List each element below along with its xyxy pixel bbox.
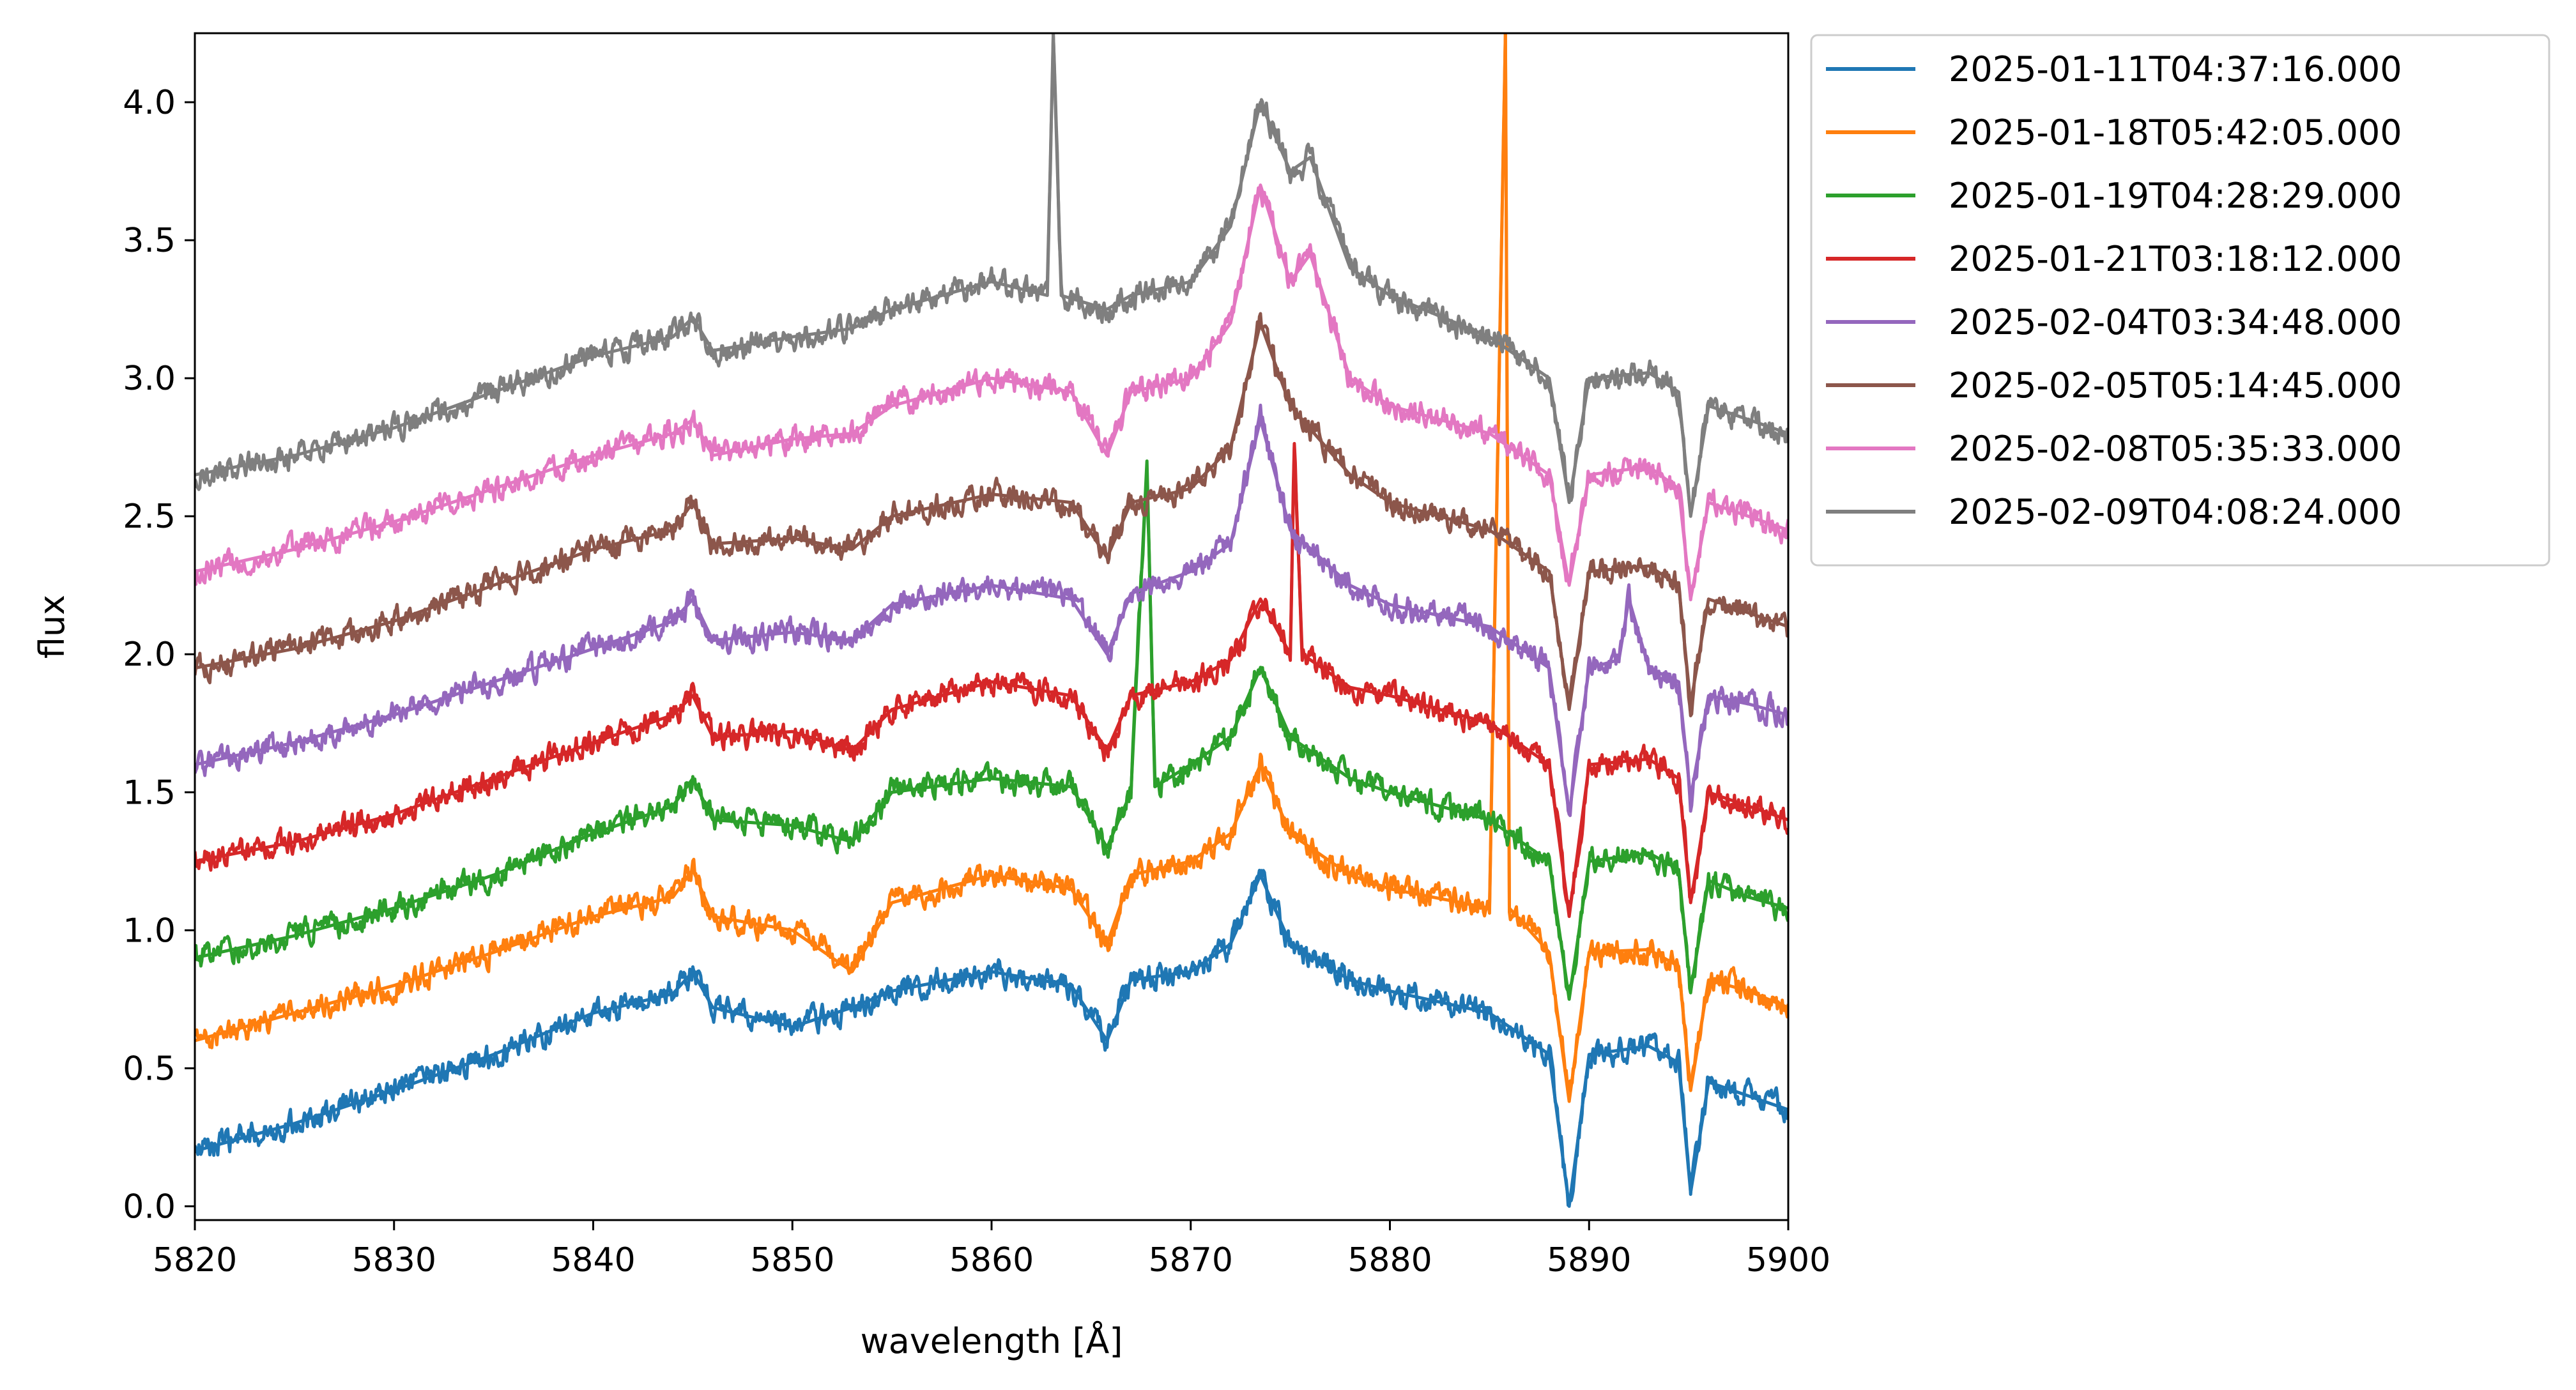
x-tick-label: 5820	[153, 1241, 237, 1279]
series-line-1	[195, 869, 1788, 1207]
y-tick-label: 2.5	[123, 498, 176, 536]
legend-label: 2025-02-08T05:35:33.000	[1949, 429, 2402, 469]
y-tick-label: 3.5	[123, 222, 176, 260]
legend-label: 2025-01-21T03:18:12.000	[1949, 239, 2402, 279]
x-tick-label: 5900	[1746, 1241, 1830, 1279]
legend: 2025-01-11T04:37:16.000 2025-01-18T05:42:…	[1810, 34, 2550, 567]
plot-frame	[194, 32, 1790, 1221]
y-tick-label: 4.0	[123, 84, 176, 122]
series-profile-6	[195, 321, 1788, 712]
y-tick-label: 0.0	[123, 1188, 176, 1226]
y-tick-label: 1.5	[123, 774, 176, 812]
series-line-6	[195, 312, 1788, 717]
x-tick-label: 5830	[352, 1241, 436, 1279]
x-tick-label: 5880	[1347, 1241, 1432, 1279]
y-axis-ticks: 0.0 0.5 1.0 1.5 2.0 2.5 3.0 3.5 4.0	[123, 84, 195, 1226]
x-tick-label: 5850	[750, 1241, 834, 1279]
series-profile-4	[195, 445, 1788, 919]
series-profile-1	[195, 873, 1788, 1208]
legend-label: 2025-02-04T03:34:48.000	[1949, 302, 2402, 342]
y-tick-label: 2.0	[123, 636, 176, 674]
y-tick-label: 3.0	[123, 360, 176, 398]
legend-label: 2025-02-05T05:14:45.000	[1949, 365, 2402, 406]
x-axis-label: wavelength [Å]	[861, 1320, 1123, 1361]
y-axis-label: flux	[32, 595, 72, 659]
x-tick-label: 5860	[949, 1241, 1034, 1279]
series-line-7	[195, 186, 1788, 602]
x-tick-label: 5840	[551, 1241, 635, 1279]
legend-box	[1810, 34, 2550, 567]
legend-label: 2025-01-18T05:42:05.000	[1949, 112, 2402, 153]
series-profile-5	[195, 418, 1788, 816]
series-profile-3	[195, 459, 1788, 1001]
y-tick-label: 1.0	[123, 912, 176, 950]
x-tick-label: 5890	[1547, 1241, 1631, 1279]
series-line-3	[195, 473, 1788, 996]
series-line-2	[195, 33, 1788, 1097]
x-axis-ticks: 5820 5830 5840 5850 5860 5870 5880 5890 5900	[153, 1220, 1830, 1279]
legend-label: 2025-02-09T04:08:24.000	[1949, 492, 2402, 532]
legend-label: 2025-01-19T04:28:29.000	[1949, 176, 2402, 216]
legend-label: 2025-01-11T04:37:16.000	[1949, 49, 2402, 89]
legend-items: 2025-01-11T04:37:16.000 2025-01-18T05:42:…	[1826, 49, 2402, 532]
series-profile-7	[195, 183, 1788, 601]
series-profile-8	[195, 33, 1788, 518]
series-layer	[195, 33, 1788, 1208]
series-line-8	[195, 33, 1788, 516]
series-profile-2	[195, 33, 1788, 1103]
y-tick-label: 0.5	[123, 1050, 176, 1088]
x-tick-label: 5870	[1149, 1241, 1233, 1279]
